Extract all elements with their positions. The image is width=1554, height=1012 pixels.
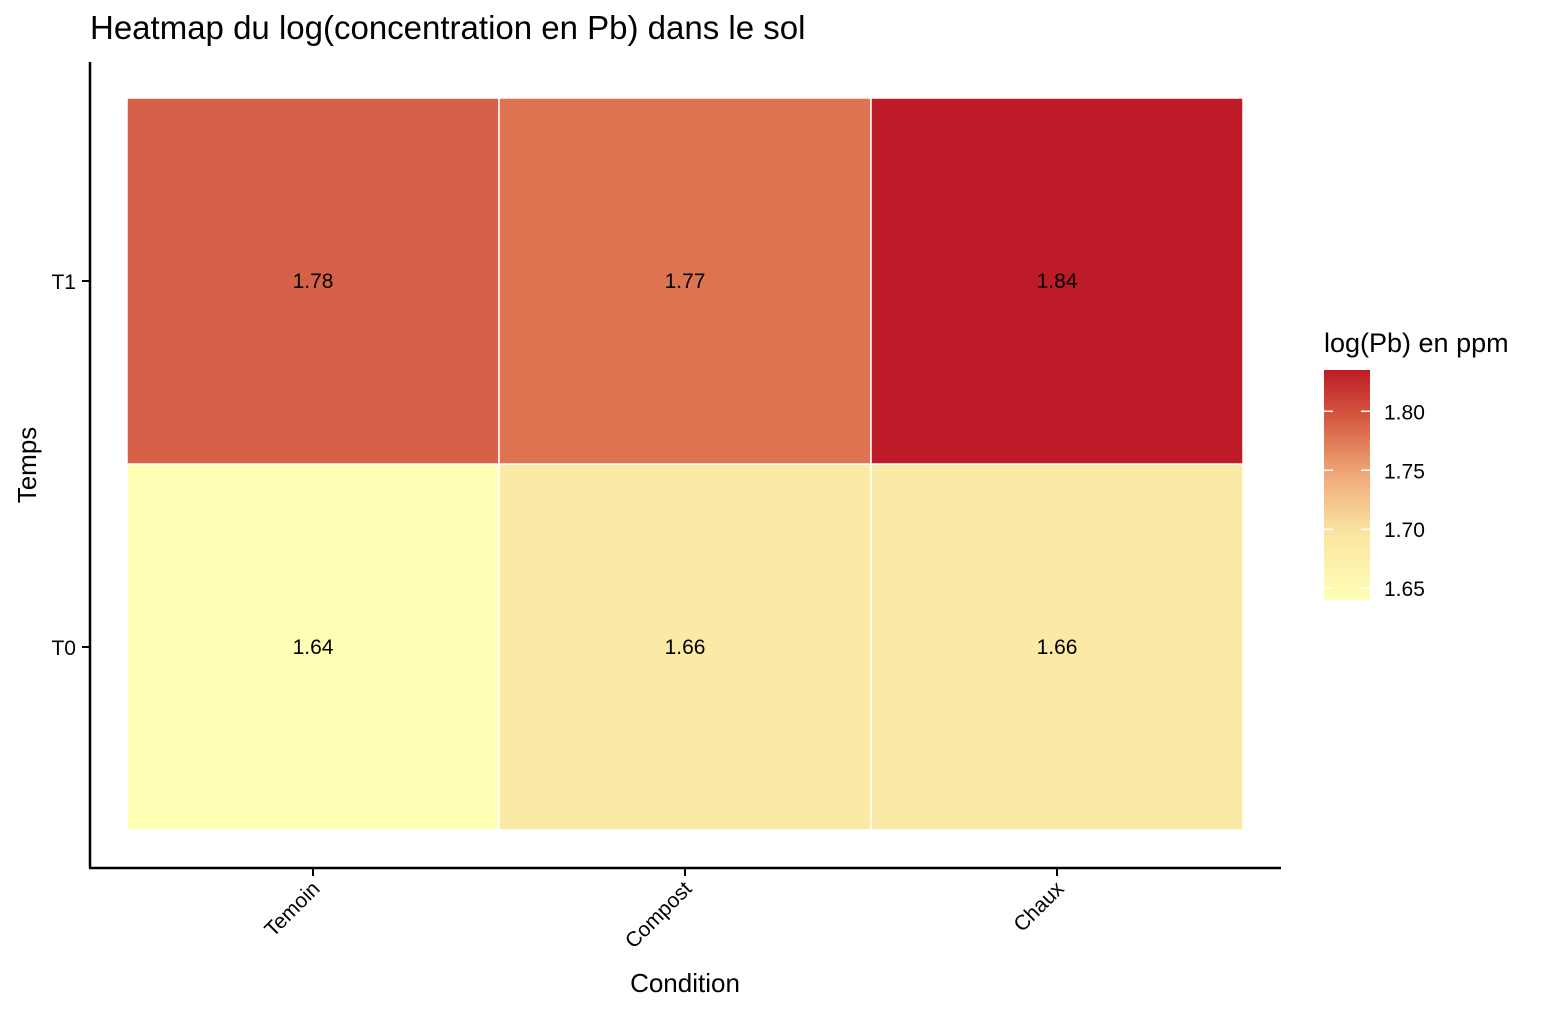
heatmap-cell-labels: 1.64 1.66 1.66 1.78 1.77 1.84 [293, 270, 1078, 659]
x-tick-label: Temoin [260, 877, 324, 941]
heatmap-cell-temoin-t1 [126, 97, 500, 465]
chart-title: Heatmap du log(concentration en Pb) dans… [90, 9, 805, 46]
legend-tick-label: 1.65 [1384, 578, 1425, 601]
cell-value-label: 1.64 [293, 636, 334, 659]
y-tick-label: T1 [51, 271, 76, 294]
legend-tick-label: 1.75 [1384, 460, 1425, 483]
x-axis-title: Condition [630, 968, 740, 998]
legend-tick-label: 1.70 [1384, 519, 1425, 542]
x-tick-label: Compost [621, 877, 697, 953]
heatmap-cell-chaux-t1 [870, 97, 1244, 465]
legend-colorbar [1324, 370, 1370, 600]
heatmap-cell-temoin-t0 [126, 463, 500, 831]
legend: log(Pb) en ppm 1.65 1.70 1.75 1.80 [1324, 328, 1509, 601]
heatmap-cells [126, 97, 1244, 831]
cell-value-label: 1.66 [1037, 636, 1078, 659]
x-tick-label: Chaux [1009, 877, 1069, 937]
legend-title: log(Pb) en ppm [1324, 328, 1509, 358]
cell-value-label: 1.78 [293, 270, 334, 293]
heatmap-cell-compost-t0 [498, 463, 872, 831]
cell-value-label: 1.84 [1037, 270, 1078, 293]
legend-tick-label: 1.80 [1384, 401, 1425, 424]
cell-value-label: 1.77 [665, 270, 706, 293]
x-axis-ticks: Temoin Compost Chaux [260, 868, 1069, 953]
y-tick-label: T0 [51, 637, 76, 660]
heatmap-cell-compost-t1 [498, 97, 872, 465]
y-axis-ticks: T0 T1 [51, 271, 90, 660]
cell-value-label: 1.66 [665, 636, 706, 659]
y-axis-title: Temps [12, 427, 42, 504]
legend-ticks: 1.65 1.70 1.75 1.80 [1324, 401, 1425, 601]
